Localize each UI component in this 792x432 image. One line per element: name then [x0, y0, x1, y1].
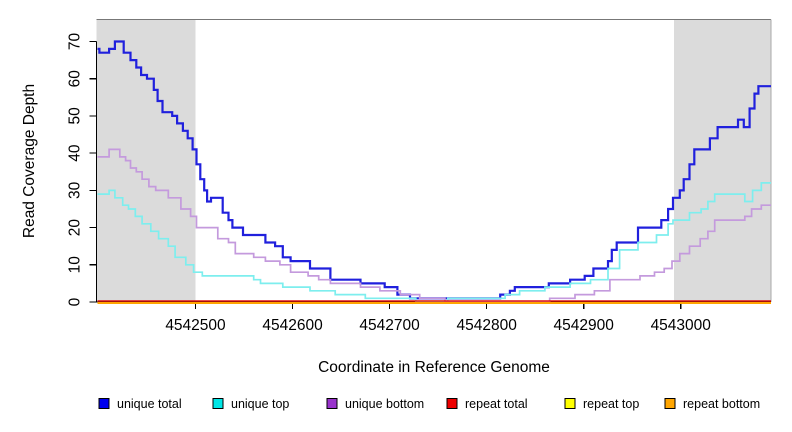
legend-item-unique-bottom: unique bottom: [326, 397, 424, 411]
x-tick-label: 4542500: [165, 317, 226, 334]
y-tick-label: 40: [67, 144, 84, 162]
legend-item-repeat-total: repeat total: [446, 397, 528, 411]
legend-item-unique-total: unique total: [98, 397, 182, 411]
y-tick-label: 0: [67, 297, 84, 306]
legend-label: unique bottom: [345, 397, 424, 411]
legend-label: repeat total: [465, 397, 528, 411]
legend-swatch-repeat-top: [564, 398, 576, 409]
legend: unique total unique top unique bottom re…: [98, 397, 760, 411]
legend-item-repeat-bottom: repeat bottom: [664, 397, 760, 411]
y-tick-label: 20: [67, 219, 84, 237]
y-tick-label: 50: [67, 107, 84, 125]
legend-label: repeat top: [583, 397, 639, 411]
y-tick-label: 30: [67, 181, 84, 199]
y-tick-label: 10: [67, 256, 84, 274]
x-tick-label: 4542600: [262, 317, 323, 334]
shaded-region: [673, 19, 771, 302]
legend-swatch-unique-total: [98, 398, 110, 409]
x-tick-label: 4542900: [554, 317, 615, 334]
series-line-unique-bottom: [97, 148, 771, 303]
legend-swatch-unique-bottom: [326, 398, 338, 409]
x-tick-label: 4542800: [456, 317, 517, 334]
series-lines: [97, 40, 771, 304]
legend-label: repeat bottom: [683, 397, 760, 411]
y-axis-title: Read Coverage Depth: [21, 84, 38, 238]
axes: 4542500 4542600 4542700 4542800 4542900 45430…: [67, 19, 772, 334]
shaded-regions: [96, 19, 771, 302]
x-tick-label: 4543000: [651, 317, 712, 334]
legend-swatch-unique-top: [212, 398, 224, 409]
legend-swatch-repeat-total: [446, 398, 458, 409]
y-tick-label: 70: [67, 33, 84, 51]
legend-swatch-repeat-bottom: [664, 398, 676, 409]
shaded-region: [96, 19, 196, 302]
x-axis-title: Coordinate in Reference Genome: [318, 359, 550, 376]
x-tick-label: 4542700: [359, 317, 420, 334]
series-line-unique-total: [97, 40, 771, 300]
y-tick-label: 60: [67, 70, 84, 88]
legend-label: unique top: [231, 397, 289, 411]
series-line-unique-top: [97, 182, 771, 303]
legend-item-unique-top: unique top: [212, 397, 289, 411]
legend-label: unique total: [117, 397, 182, 411]
legend-item-repeat-top: repeat top: [564, 397, 639, 411]
